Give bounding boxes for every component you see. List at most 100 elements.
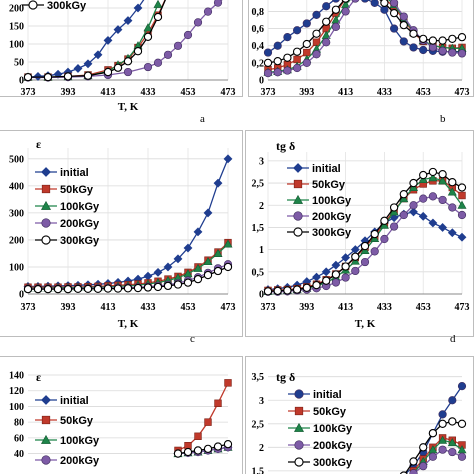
legend-label: 50kGy — [313, 406, 347, 418]
legend-label: 200kGy — [312, 211, 352, 223]
x-tick-label: 413 — [338, 302, 353, 313]
data-point — [302, 283, 311, 292]
panel-c: 0 100 200 300 400 500 373 393 413 433 453 473 T, K ε i… — [0, 130, 243, 337]
legend-marker — [293, 227, 303, 237]
x-tick-label: 413 — [101, 87, 116, 98]
y-tick-label: 0 — [259, 76, 264, 87]
legend-marker — [41, 455, 51, 465]
panel-f: 1,5 2 2,5 3 3,5 tg δ initial 50kGy 100kGy 200kGy 3… — [245, 356, 474, 474]
data-point — [448, 203, 457, 212]
data-point — [23, 72, 33, 82]
data-point — [322, 17, 331, 26]
data-point — [223, 439, 233, 449]
data-point — [331, 278, 341, 287]
data-point — [292, 285, 302, 294]
data-point — [193, 18, 203, 27]
data-point — [438, 176, 448, 185]
data-point — [370, 0, 379, 7]
data-point — [33, 71, 43, 81]
data-point — [213, 0, 223, 7]
data-point — [63, 72, 73, 81]
data-point — [438, 223, 448, 232]
data-point — [302, 39, 311, 49]
y-tick-label: 500 — [9, 154, 24, 165]
legend-label: 200kGy — [60, 218, 100, 230]
legend-label: 200kGy — [60, 455, 100, 467]
data-point — [153, 58, 163, 67]
x-tick-label: 433 — [377, 302, 392, 313]
data-point — [173, 280, 183, 289]
data-point — [448, 417, 457, 426]
data-point — [113, 63, 123, 72]
data-point — [341, 7, 350, 16]
panel-caption: b — [440, 113, 446, 125]
data-point — [43, 284, 53, 294]
data-point — [203, 7, 213, 16]
data-point — [361, 0, 369, 3]
data-point — [183, 30, 193, 40]
x-tick-label: 393 — [299, 87, 314, 98]
legend-label: initial — [313, 389, 342, 401]
data-point — [457, 49, 467, 58]
data-point — [223, 239, 233, 248]
panel-frame — [0, 356, 243, 474]
y-tick-label: 50 — [14, 58, 24, 69]
data-point — [283, 286, 292, 295]
data-point — [332, 0, 340, 3]
y-tick-label: 3 — [259, 156, 264, 167]
data-point — [143, 23, 153, 32]
data-point — [214, 399, 222, 407]
data-point — [312, 29, 321, 38]
x-tick-label: 413 — [101, 302, 116, 313]
data-point — [419, 170, 428, 180]
legend-marker — [294, 457, 304, 467]
data-point — [360, 257, 370, 267]
data-point — [438, 419, 447, 428]
y-tick-label: 200 — [9, 4, 24, 15]
legend-marker — [41, 167, 51, 177]
x-tick-label: 393 — [61, 87, 76, 98]
data-point — [302, 58, 311, 67]
y-tick-label: 0 — [19, 290, 24, 301]
legend-label: initial — [312, 163, 341, 175]
y-axis-label: ε — [36, 370, 41, 384]
x-tick-label: 393 — [299, 302, 314, 313]
data-point — [153, 0, 163, 8]
y-axis-label: tg δ — [276, 370, 295, 384]
data-point — [83, 284, 93, 294]
data-point — [360, 241, 370, 251]
x-tick-label: 453 — [181, 302, 196, 313]
data-point — [438, 195, 447, 205]
data-point — [390, 0, 399, 7]
panel-d: 0 0,5 1 1,5 2 2,5 3 373 393 413 433 453 473 T, K tg δ i… — [245, 130, 474, 337]
data-point — [193, 227, 203, 237]
data-point — [419, 462, 428, 471]
legend-label: 50kGy — [60, 184, 94, 196]
data-point — [153, 267, 163, 277]
y-tick-label: 1 — [259, 245, 264, 256]
data-point — [419, 34, 428, 44]
data-point — [263, 287, 273, 296]
legend-label: 100kGy — [60, 201, 100, 213]
legend-marker — [41, 235, 51, 245]
data-point — [322, 38, 331, 47]
data-point — [457, 183, 467, 192]
y-tick-label: 150 — [9, 22, 24, 33]
data-point — [428, 36, 438, 45]
y-tick-label: 100 — [9, 262, 24, 273]
data-point — [43, 72, 53, 82]
data-point — [213, 178, 223, 188]
x-tick-label: 413 — [338, 87, 353, 98]
panel-a: 0 50 100 150 200 373 393 413 433 453 473 T, K 300kGy — [0, 0, 243, 113]
data-point — [418, 211, 428, 221]
data-point — [203, 256, 213, 266]
data-point — [341, 0, 350, 3]
data-point — [143, 32, 153, 41]
y-tick-label: 120 — [9, 386, 24, 397]
data-point — [173, 254, 183, 264]
x-tick-label: 473 — [455, 302, 470, 313]
